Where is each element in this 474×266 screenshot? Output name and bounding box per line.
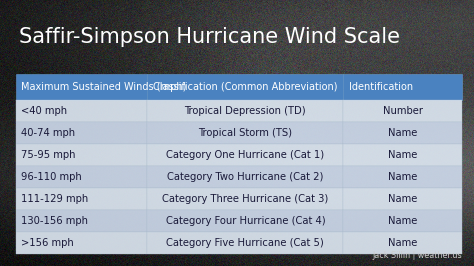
Text: 40-74 mph: 40-74 mph	[21, 128, 75, 138]
Text: Name: Name	[388, 238, 417, 248]
Text: 111-129 mph: 111-129 mph	[21, 194, 89, 204]
FancyBboxPatch shape	[344, 232, 462, 254]
Text: <40 mph: <40 mph	[21, 106, 67, 116]
Text: Name: Name	[388, 128, 417, 138]
FancyBboxPatch shape	[344, 166, 462, 188]
Text: Category Three Hurricane (Cat 3): Category Three Hurricane (Cat 3)	[162, 194, 328, 204]
Text: Category Five Hurricane (Cat 5): Category Five Hurricane (Cat 5)	[166, 238, 324, 248]
Text: Category Four Hurricane (Cat 4): Category Four Hurricane (Cat 4)	[165, 216, 325, 226]
Text: 130-156 mph: 130-156 mph	[21, 216, 88, 226]
FancyBboxPatch shape	[147, 122, 344, 144]
FancyBboxPatch shape	[16, 100, 147, 122]
Text: 96-110 mph: 96-110 mph	[21, 172, 82, 182]
FancyBboxPatch shape	[16, 188, 147, 210]
Text: Jack Sillin | weather.us: Jack Sillin | weather.us	[373, 251, 462, 260]
FancyBboxPatch shape	[16, 166, 147, 188]
FancyBboxPatch shape	[16, 74, 147, 100]
FancyBboxPatch shape	[344, 188, 462, 210]
Text: 75-95 mph: 75-95 mph	[21, 150, 76, 160]
FancyBboxPatch shape	[16, 210, 147, 232]
Text: Classification (Common Abbreviation): Classification (Common Abbreviation)	[153, 82, 337, 92]
FancyBboxPatch shape	[147, 232, 344, 254]
Text: Name: Name	[388, 150, 417, 160]
Text: Number: Number	[383, 106, 423, 116]
Text: Tropical Storm (TS): Tropical Storm (TS)	[198, 128, 292, 138]
Text: >156 mph: >156 mph	[21, 238, 74, 248]
Text: Tropical Depression (TD): Tropical Depression (TD)	[184, 106, 306, 116]
FancyBboxPatch shape	[147, 144, 344, 166]
FancyBboxPatch shape	[344, 144, 462, 166]
FancyBboxPatch shape	[344, 100, 462, 122]
FancyBboxPatch shape	[147, 188, 344, 210]
Text: Category One Hurricane (Cat 1): Category One Hurricane (Cat 1)	[166, 150, 324, 160]
FancyBboxPatch shape	[16, 144, 147, 166]
Text: Maximum Sustained Winds (mph): Maximum Sustained Winds (mph)	[21, 82, 187, 92]
Text: Name: Name	[388, 194, 417, 204]
FancyBboxPatch shape	[344, 210, 462, 232]
Text: Identification: Identification	[349, 82, 413, 92]
FancyBboxPatch shape	[147, 74, 344, 100]
FancyBboxPatch shape	[344, 122, 462, 144]
FancyBboxPatch shape	[147, 100, 344, 122]
Text: Name: Name	[388, 216, 417, 226]
Text: Name: Name	[388, 172, 417, 182]
FancyBboxPatch shape	[16, 232, 147, 254]
FancyBboxPatch shape	[344, 74, 462, 100]
FancyBboxPatch shape	[147, 166, 344, 188]
FancyBboxPatch shape	[16, 122, 147, 144]
Text: Saffir-Simpson Hurricane Wind Scale: Saffir-Simpson Hurricane Wind Scale	[19, 27, 400, 47]
FancyBboxPatch shape	[147, 210, 344, 232]
Text: Category Two Hurricane (Cat 2): Category Two Hurricane (Cat 2)	[167, 172, 324, 182]
